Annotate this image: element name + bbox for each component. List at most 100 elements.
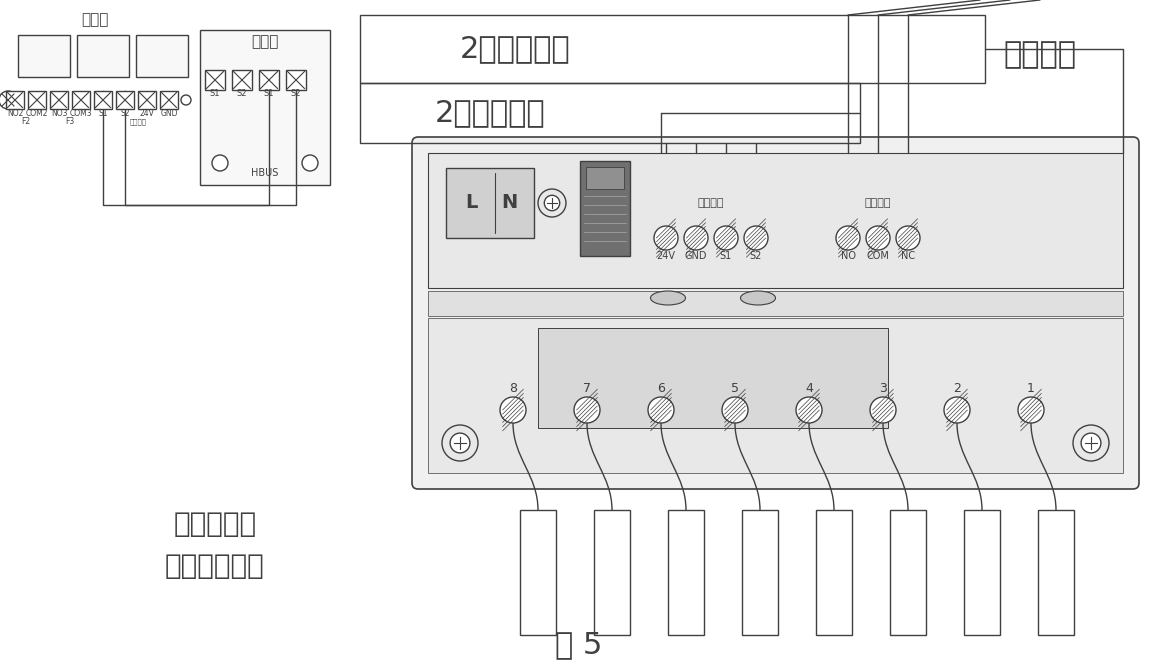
- Text: GND: GND: [684, 251, 708, 261]
- Bar: [428, 318, 1123, 473]
- Text: 2芯信号总线: 2芯信号总线: [434, 98, 545, 128]
- Text: 8: 8: [510, 382, 516, 394]
- Text: HBUS: HBUS: [251, 168, 279, 178]
- Text: 2: 2: [953, 382, 961, 394]
- Circle shape: [302, 155, 318, 171]
- Text: NO2: NO2: [7, 108, 23, 118]
- Bar: [28, 91, 46, 109]
- Bar: [135, 35, 188, 77]
- Text: S1: S1: [98, 108, 108, 118]
- Text: 前端总线: 前端总线: [698, 198, 724, 208]
- Text: S1: S1: [720, 251, 732, 261]
- Circle shape: [796, 397, 822, 423]
- Text: 电源板: 电源板: [81, 13, 109, 27]
- Text: 点线电源: 点线电源: [130, 118, 147, 125]
- Bar: [200, 30, 330, 185]
- Text: 3: 3: [879, 382, 887, 394]
- Bar: [742, 510, 778, 635]
- Circle shape: [866, 226, 891, 250]
- Bar: [205, 70, 225, 90]
- Text: S2: S2: [750, 251, 762, 261]
- Circle shape: [442, 425, 478, 461]
- Circle shape: [1073, 425, 1109, 461]
- Text: 回路板: 回路板: [251, 35, 279, 49]
- Bar: [668, 510, 704, 635]
- Text: NO3: NO3: [51, 108, 67, 118]
- Circle shape: [714, 226, 738, 250]
- Circle shape: [684, 226, 708, 250]
- Bar: [94, 91, 112, 109]
- Circle shape: [896, 226, 919, 250]
- Text: COM: COM: [866, 251, 889, 261]
- Text: COM3: COM3: [69, 108, 93, 118]
- Circle shape: [870, 397, 896, 423]
- Circle shape: [721, 397, 748, 423]
- Text: S2: S2: [236, 90, 248, 98]
- Text: 5: 5: [731, 382, 739, 394]
- Bar: [594, 510, 630, 635]
- Bar: [1038, 510, 1073, 635]
- Circle shape: [181, 95, 191, 105]
- Text: COM2: COM2: [25, 108, 49, 118]
- Text: 24V: 24V: [140, 108, 154, 118]
- Bar: [50, 91, 68, 109]
- Text: NC: NC: [901, 251, 915, 261]
- Circle shape: [574, 397, 600, 423]
- Text: S2: S2: [120, 108, 130, 118]
- Circle shape: [538, 189, 566, 217]
- Bar: [586, 167, 624, 189]
- Circle shape: [648, 397, 674, 423]
- Bar: [538, 328, 888, 428]
- Text: F3: F3: [65, 118, 74, 126]
- Bar: [891, 510, 926, 635]
- Bar: [259, 70, 279, 90]
- Bar: [360, 83, 860, 143]
- Text: 电流互感器
或温度传感器: 电流互感器 或温度传感器: [166, 511, 265, 580]
- Bar: [72, 91, 90, 109]
- Bar: [360, 15, 985, 83]
- Text: 2芯电源总线: 2芯电源总线: [460, 35, 570, 63]
- Text: 24V: 24V: [657, 251, 675, 261]
- Circle shape: [212, 155, 228, 171]
- Text: S1: S1: [264, 90, 274, 98]
- Text: S1: S1: [210, 90, 220, 98]
- Text: 图 5: 图 5: [556, 630, 602, 660]
- Bar: [446, 168, 534, 238]
- Text: 1: 1: [1027, 382, 1035, 394]
- Text: L: L: [464, 194, 477, 213]
- Circle shape: [450, 433, 470, 453]
- Bar: [963, 510, 1001, 635]
- FancyBboxPatch shape: [412, 137, 1139, 489]
- Bar: [286, 70, 306, 90]
- Bar: [19, 35, 69, 77]
- Circle shape: [1082, 433, 1101, 453]
- Ellipse shape: [651, 291, 686, 305]
- Ellipse shape: [740, 291, 776, 305]
- Text: GND: GND: [160, 108, 177, 118]
- Text: 7: 7: [582, 382, 591, 394]
- Circle shape: [1018, 397, 1045, 423]
- Text: N: N: [501, 194, 518, 213]
- Bar: [6, 91, 24, 109]
- Circle shape: [0, 91, 17, 109]
- Circle shape: [544, 196, 559, 211]
- Circle shape: [654, 226, 677, 250]
- Bar: [520, 510, 556, 635]
- Text: 联动输出: 联动输出: [865, 198, 892, 208]
- Bar: [116, 91, 134, 109]
- Bar: [580, 161, 630, 256]
- Bar: [138, 91, 156, 109]
- Bar: [428, 153, 1123, 288]
- Bar: [232, 70, 252, 90]
- Text: F2: F2: [22, 118, 30, 126]
- Bar: [428, 291, 1123, 316]
- Circle shape: [836, 226, 860, 250]
- Text: 6: 6: [657, 382, 665, 394]
- Text: S2: S2: [291, 90, 301, 98]
- Circle shape: [500, 397, 526, 423]
- Text: 报警输出: 报警输出: [1004, 41, 1077, 70]
- Circle shape: [944, 397, 970, 423]
- Text: 4: 4: [805, 382, 813, 394]
- Text: NO: NO: [841, 251, 856, 261]
- Bar: [76, 35, 129, 77]
